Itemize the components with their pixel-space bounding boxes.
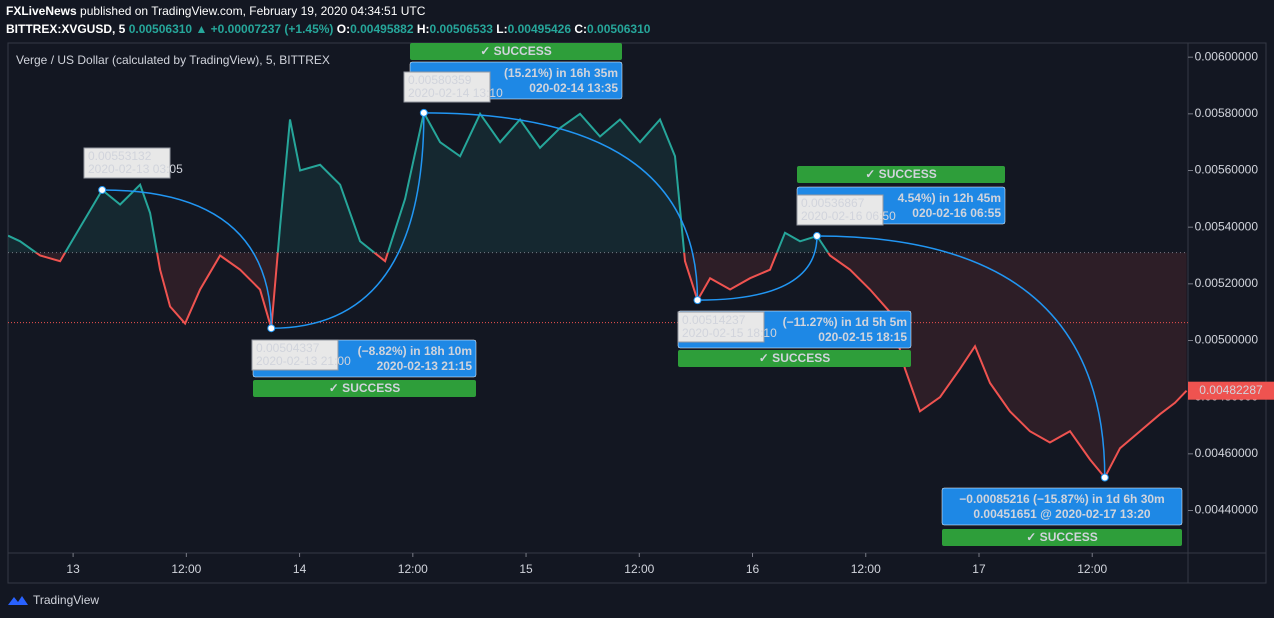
pivot-time: 2020-02-15 18:10 [682, 326, 777, 340]
price: 0.00506310 [129, 22, 193, 36]
pivot-price: 0.00536867 [801, 196, 865, 210]
status-badge [942, 529, 1182, 546]
measure-detail: 020-02-16 06:55 [912, 206, 1001, 220]
pivot-time: 2020-02-13 03:05 [88, 162, 183, 176]
brand: TradingView [33, 593, 99, 607]
logo: TradingView [8, 593, 99, 607]
pivot-tooltip [796, 194, 884, 226]
change: ▲ +0.00007237 (+1.45%) [195, 22, 333, 36]
y-tick-label: 0.00440000 [1195, 503, 1259, 517]
o-label: O: [337, 22, 350, 36]
h: 0.00506533 [430, 22, 494, 36]
pivot-tooltip [251, 339, 339, 371]
y-tick-label: 0.00580000 [1195, 106, 1259, 120]
measure-detail: 2020-02-13 21:15 [377, 359, 473, 373]
pivot-point [812, 232, 821, 241]
x-tick-label: 16 [746, 562, 760, 576]
measure-change: −0.00085216 (−15.87%) in 1d 6h 30m [959, 492, 1164, 506]
pivot-tooltip [677, 311, 765, 343]
x-tick-label: 13 [66, 562, 80, 576]
symbol-line: BITTREX:XVGUSD, 5 0.00506310 ▲ +0.000072… [6, 22, 651, 36]
author: FXLiveNews [6, 4, 77, 18]
pivot-time: 2020-02-13 21:00 [256, 354, 351, 368]
line-below [34, 252, 1188, 480]
projection-curve [697, 236, 818, 301]
x-tick-label: 12:00 [624, 562, 654, 576]
status-badge [410, 43, 622, 60]
measure-change: (−8.82%) in 18h 10m [358, 344, 472, 358]
pivot-tooltip [403, 71, 491, 103]
measure-detail: 020-02-15 18:15 [818, 330, 907, 344]
pivot-point [1100, 473, 1109, 482]
status-label: ✓ SUCCESS [865, 167, 936, 181]
x-tick-label: 17 [972, 562, 986, 576]
line-above [8, 109, 830, 253]
c: 0.00506310 [587, 22, 651, 36]
y-tick-label: 0.00540000 [1195, 219, 1259, 233]
projection-curve [271, 112, 425, 329]
pivot-price: 0.00514237 [682, 313, 746, 327]
pivot-point [98, 185, 107, 194]
area-below [8, 252, 1187, 478]
symbol: BITTREX:XVGUSD, 5 [6, 22, 126, 36]
price-tag [1188, 381, 1274, 400]
pivot-time: 2020-02-16 06:50 [801, 209, 896, 223]
y-tick-label: 0.00520000 [1195, 276, 1259, 290]
measure-change: (−11.27%) in 1d 5h 5m [783, 315, 907, 329]
status-label: ✓ SUCCESS [1026, 530, 1097, 544]
measure-box [941, 487, 1183, 526]
logo-icon [8, 596, 28, 605]
header-line: FXLiveNews published on TradingView.com,… [6, 4, 426, 18]
measure-change: 4.54%) in 12h 45m [898, 191, 1001, 205]
price-tag-label: 0.00482287 [1199, 383, 1263, 397]
x-tick-label: 14 [293, 562, 307, 576]
pivot-price: 0.00553132 [88, 149, 152, 163]
pivot-tooltip [83, 147, 171, 179]
l-label: L: [496, 22, 507, 36]
status-label: ✓ SUCCESS [759, 351, 830, 365]
projection-curve [423, 112, 699, 301]
status-label: ✓ SUCCESS [480, 44, 551, 58]
c-label: C: [574, 22, 587, 36]
l: 0.00495426 [508, 22, 572, 36]
status-badge [678, 350, 911, 367]
measure-detail: 0.00451651 @ 2020-02-17 13:20 [973, 507, 1151, 521]
x-tick-label: 15 [519, 562, 533, 576]
measure-detail: 020-02-14 13:35 [529, 81, 618, 95]
pivot-point [693, 296, 702, 305]
x-tick-label: 12:00 [398, 562, 428, 576]
projection-curve [102, 189, 273, 329]
x-tick-label: 12:00 [171, 562, 201, 576]
frame [7, 42, 1267, 584]
published: published on TradingView.com, February 1… [80, 4, 426, 18]
o: 0.00495882 [350, 22, 414, 36]
pivot-point [267, 324, 276, 333]
projection-curve [816, 235, 1106, 478]
status-badge [797, 166, 1005, 183]
y-tick-label: 0.00600000 [1195, 49, 1259, 63]
pivot-price: 0.00580359 [408, 73, 472, 87]
y-tick-label: 0.00560000 [1195, 163, 1259, 177]
area-above [8, 112, 829, 253]
status-label: ✓ SUCCESS [329, 381, 400, 395]
y-tick-label: 0.00500000 [1195, 333, 1259, 347]
measure-change: (15.21%) in 16h 35m [504, 66, 618, 80]
status-badge [253, 380, 476, 397]
chart-title: Verge / US Dollar (calculated by Trading… [16, 53, 330, 67]
pivot-time: 2020-02-14 13:10 [408, 86, 503, 100]
y-tick-label: 0.00460000 [1195, 446, 1259, 460]
x-tick-label: 12:00 [851, 562, 881, 576]
h-label: H: [417, 22, 430, 36]
x-tick-label: 12:00 [1077, 562, 1107, 576]
pivot-price: 0.00504337 [256, 341, 320, 355]
pivot-point [419, 108, 428, 117]
